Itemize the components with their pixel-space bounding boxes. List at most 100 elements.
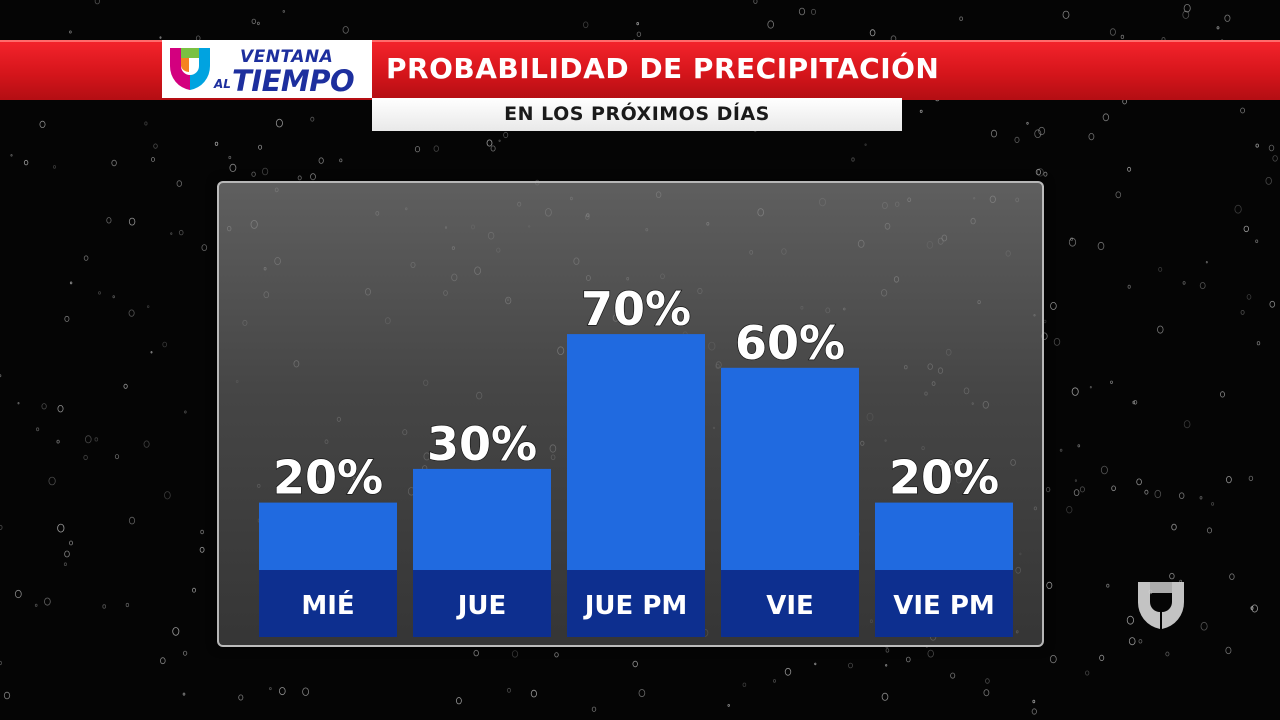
value-label-3: 60% — [735, 316, 845, 370]
rain-drop — [1138, 639, 1143, 644]
rain-drop — [178, 229, 184, 236]
rain-drop — [258, 144, 263, 150]
rain-drop — [503, 131, 509, 139]
rain-drop — [1211, 502, 1215, 506]
logo-ventana-text: VENTANA — [240, 47, 334, 67]
rain-drop — [1182, 281, 1186, 285]
rain-drop — [214, 141, 219, 146]
rain-drop — [146, 305, 150, 309]
rain-drop — [176, 180, 182, 187]
rain-drop — [261, 167, 269, 176]
rain-drop — [83, 454, 88, 461]
rain-drop — [1199, 282, 1206, 290]
rain-drop — [1038, 126, 1046, 136]
rain-drop — [57, 523, 65, 533]
rain-drop — [44, 597, 51, 606]
rain-drop — [511, 650, 519, 658]
rain-drop — [1169, 572, 1175, 580]
rain-drop — [1014, 136, 1020, 143]
rain-drop — [742, 682, 747, 687]
rain-drop — [269, 687, 272, 691]
rain-drop — [1128, 637, 1136, 646]
rain-drop — [1255, 143, 1259, 148]
rain-drop — [1059, 448, 1063, 452]
rain-drop — [256, 21, 260, 26]
page-subtitle: EN LOS PRÓXIMOS DÍAS — [504, 103, 770, 125]
rain-drop — [1256, 341, 1261, 346]
bar-1 — [413, 468, 551, 570]
rain-drop — [869, 29, 876, 37]
rain-drop — [1226, 475, 1232, 484]
rain-drop — [636, 31, 642, 37]
rain-drop — [1220, 391, 1226, 398]
value-label-0: 20% — [273, 451, 383, 505]
rain-drop — [69, 30, 72, 34]
rain-drop — [433, 145, 439, 152]
rain-drop — [112, 295, 115, 299]
category-band-2 — [567, 570, 705, 637]
rain-drop — [3, 691, 11, 700]
rain-drop — [985, 678, 990, 684]
rain-drop — [919, 109, 923, 113]
subtitle-bar: EN LOS PRÓXIMOS DÍAS — [372, 98, 902, 131]
rain-drop — [881, 692, 889, 701]
rain-drop — [885, 648, 890, 653]
univision-watermark-icon — [1137, 582, 1185, 629]
rain-drop — [486, 139, 493, 147]
rain-drop — [1109, 28, 1116, 36]
rain-drop — [302, 687, 310, 696]
rain-drop — [554, 652, 559, 658]
rain-drop — [591, 706, 597, 712]
rain-drop — [228, 155, 232, 160]
rain-drop — [278, 687, 286, 696]
rain-drop — [490, 145, 496, 152]
rain-drop — [57, 405, 64, 413]
bar-4 — [875, 502, 1013, 570]
rain-drop — [1032, 699, 1036, 704]
rain-drop — [1099, 654, 1105, 662]
rain-drop — [473, 649, 479, 657]
univision-logo-icon — [169, 48, 211, 90]
rain-drop — [1205, 261, 1208, 264]
rain-drop — [767, 20, 774, 29]
rain-drop — [10, 154, 13, 157]
rain-drop — [1062, 10, 1070, 19]
rain-drop — [53, 165, 57, 169]
rain-drop — [864, 143, 867, 146]
rain-drop — [1133, 399, 1138, 405]
rain-drop — [34, 603, 38, 607]
rain-drop — [1269, 300, 1276, 308]
rain-drop — [814, 662, 817, 666]
rain-drop — [201, 244, 208, 252]
rain-drop — [69, 540, 74, 546]
rain-drop — [1265, 176, 1272, 185]
rain-drop — [1053, 337, 1061, 346]
rain-drop — [811, 8, 817, 15]
rain-drop — [144, 121, 148, 126]
category-band-3 — [721, 570, 859, 637]
category-label-1: JUE — [456, 591, 507, 621]
rain-drop — [153, 143, 158, 149]
rain-drop — [102, 604, 106, 609]
page-title: PROBABILIDAD DE PRECIPITACIÓN — [386, 52, 940, 85]
rain-drop — [199, 546, 205, 553]
rain-drop — [339, 158, 343, 163]
rain-drop — [85, 435, 92, 444]
rain-drop — [798, 7, 806, 16]
bar-2 — [567, 334, 705, 570]
rain-drop — [1043, 171, 1048, 177]
rain-drop — [1045, 486, 1051, 493]
rain-drop — [1255, 239, 1259, 243]
rain-drop — [1246, 294, 1252, 300]
rain-drop — [1240, 107, 1245, 114]
rain-drop — [1034, 129, 1042, 139]
rain-drop — [342, 26, 349, 34]
category-label-3: VIE — [766, 591, 814, 621]
rain-drop — [1225, 646, 1232, 655]
rain-drop — [318, 157, 324, 164]
rain-drop — [48, 476, 56, 486]
rain-drop — [530, 689, 538, 698]
rain-drop — [128, 516, 136, 525]
rain-drop — [950, 672, 956, 679]
